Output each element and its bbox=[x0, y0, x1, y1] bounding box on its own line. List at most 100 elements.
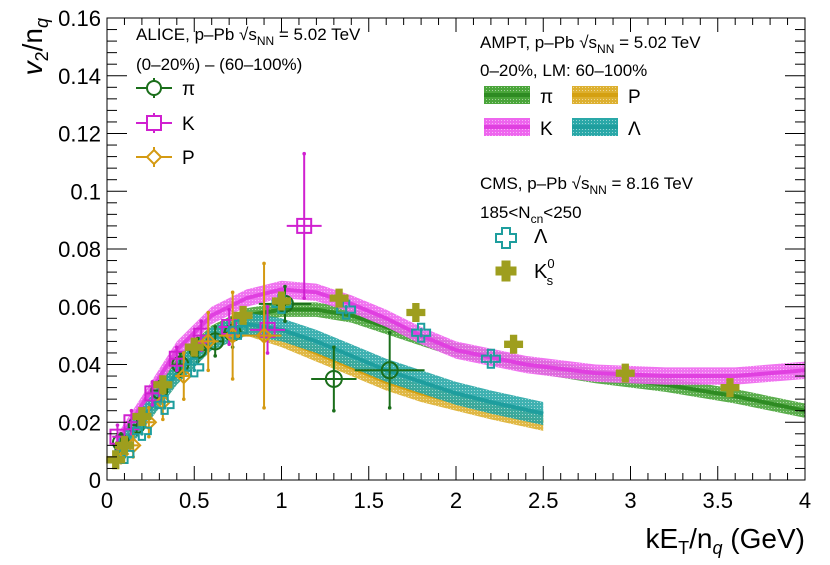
k0s-point bbox=[329, 288, 349, 308]
legend-cms-lambda-marker bbox=[495, 227, 517, 249]
error-cap bbox=[489, 359, 493, 364]
error-cap bbox=[262, 406, 266, 410]
error-cap bbox=[199, 319, 204, 323]
legend-cms-k0s-marker bbox=[495, 260, 517, 282]
error-cap bbox=[175, 368, 179, 373]
band-AMPT-Λ bbox=[115, 312, 544, 466]
k0s-point bbox=[153, 375, 173, 395]
band-AMPT-K bbox=[115, 280, 806, 455]
x-tick-label: 1 bbox=[275, 488, 287, 513]
error-cap bbox=[230, 290, 235, 295]
k0s-point bbox=[132, 406, 152, 426]
y-axis-title: v2/nq bbox=[17, 18, 52, 75]
error-cap bbox=[227, 342, 231, 347]
error-cap bbox=[302, 296, 306, 300]
error-cap bbox=[147, 406, 151, 410]
p-point bbox=[255, 327, 273, 345]
error-cap bbox=[213, 354, 217, 358]
y-tick-label: 0.1 bbox=[70, 179, 101, 204]
legend-ampt-p-label: P bbox=[628, 87, 641, 108]
error-cap bbox=[230, 377, 235, 381]
x-tick-label: 4 bbox=[799, 488, 811, 513]
pi-point bbox=[324, 369, 343, 388]
error-cap bbox=[302, 151, 306, 156]
legend-alice-k-label: K bbox=[182, 114, 195, 135]
legend-alice-title: ALICE, p–Pb √sNN = 5.02 TeV bbox=[136, 25, 361, 48]
error-cap bbox=[387, 406, 392, 410]
error-cap bbox=[236, 325, 240, 329]
k0s-point bbox=[720, 378, 740, 398]
error-cap bbox=[115, 423, 120, 427]
error-cap bbox=[283, 284, 287, 289]
legend-alice-centrality: (0–20%) – (60–100%) bbox=[136, 55, 302, 74]
band-line-AMPT-Λ bbox=[114, 322, 544, 456]
error-cap bbox=[175, 345, 179, 349]
legend-alice-p-label: P bbox=[182, 148, 195, 169]
error-cap bbox=[344, 310, 348, 315]
k0s-point bbox=[184, 337, 204, 357]
legend-alice: ALICE, p–Pb √sNN = 5.02 TeV (0–20%) – (6… bbox=[136, 25, 361, 169]
error-cap bbox=[227, 307, 231, 312]
legend-cms-k0s-label: K0 s bbox=[534, 256, 555, 288]
y-tick-label: 0.02 bbox=[58, 410, 101, 435]
legend-alice-k-marker bbox=[136, 113, 172, 133]
error-cap bbox=[147, 434, 151, 439]
legend-cms-lambda-label: Λ bbox=[534, 226, 548, 248]
y-tick-label: 0.14 bbox=[58, 64, 101, 89]
error-cap bbox=[236, 330, 240, 335]
y-tick-label: 0.12 bbox=[58, 122, 101, 147]
legend-ampt-centrality: 0–20%, LM: 60–100% bbox=[480, 61, 647, 80]
x-tick-label: 2.5 bbox=[528, 488, 559, 513]
error-cap bbox=[140, 426, 144, 430]
legend-alice-p-marker bbox=[136, 147, 172, 167]
y-tick-label: 0.06 bbox=[58, 295, 101, 320]
lambda-point bbox=[184, 357, 205, 378]
legend-ampt: AMPT, p–Pb √sNN = 5.02 TeV 0–20%, LM: 60… bbox=[480, 33, 701, 140]
error-cap bbox=[206, 368, 211, 373]
legend-cms: CMS, p–Pb √sNN = 8.16 TeV 185<Ncn<250 Λ … bbox=[480, 174, 694, 288]
k0s-point bbox=[272, 291, 291, 311]
y-tick-label: 0.08 bbox=[58, 237, 101, 262]
error-cap bbox=[265, 351, 270, 355]
legend-ampt-k-label: K bbox=[540, 119, 553, 140]
k0s-point bbox=[406, 303, 426, 323]
ampt-bands bbox=[114, 280, 806, 466]
error-cap bbox=[162, 400, 167, 404]
y-tick-label: 0.04 bbox=[58, 353, 101, 378]
lambda-point bbox=[411, 322, 432, 343]
error-cap bbox=[129, 408, 134, 413]
axis-tick-labels: 0 0.5 1 1.5 2 2.5 3 3.5 4 0 0.02 0.04 0.06 0.08 0.1 0.1… bbox=[58, 6, 811, 513]
p-point bbox=[175, 367, 193, 385]
axis-ticks bbox=[106, 17, 806, 481]
error-cap bbox=[161, 417, 165, 422]
p-point bbox=[199, 332, 217, 350]
legend-cms-title: CMS, p–Pb √sNN = 8.16 TeV bbox=[480, 174, 694, 197]
pi-point bbox=[380, 361, 399, 380]
error-cap bbox=[192, 368, 197, 373]
lambda-point bbox=[154, 394, 175, 415]
lambda-point bbox=[227, 319, 248, 340]
legend-alice-pi-label: π bbox=[182, 79, 195, 100]
error-cap bbox=[150, 403, 155, 407]
error-cap bbox=[181, 351, 186, 355]
k0s-point bbox=[615, 363, 635, 383]
x-axis-title: kET/nq (GeV) bbox=[645, 523, 805, 558]
lambda-point bbox=[131, 420, 152, 441]
k-point bbox=[259, 321, 276, 338]
x-tick-label: 0.5 bbox=[179, 488, 210, 513]
error-cap bbox=[387, 330, 392, 335]
k-point bbox=[296, 217, 313, 234]
error-cap bbox=[283, 319, 287, 323]
lambda-point bbox=[480, 348, 501, 369]
error-cap bbox=[192, 362, 197, 367]
y-tick-label: 0 bbox=[89, 468, 101, 493]
error-cap bbox=[419, 333, 423, 338]
legend-ampt-title: AMPT, p–Pb √sNN = 5.02 TeV bbox=[480, 33, 701, 56]
k0s-point bbox=[233, 305, 253, 325]
legend-cms-multiplicity: 185<Ncn<250 bbox=[480, 203, 582, 226]
error-cap bbox=[332, 408, 336, 413]
error-cap bbox=[332, 345, 336, 349]
error-cap bbox=[162, 406, 167, 410]
legend-ampt-lambda-label: Λ bbox=[628, 119, 641, 140]
